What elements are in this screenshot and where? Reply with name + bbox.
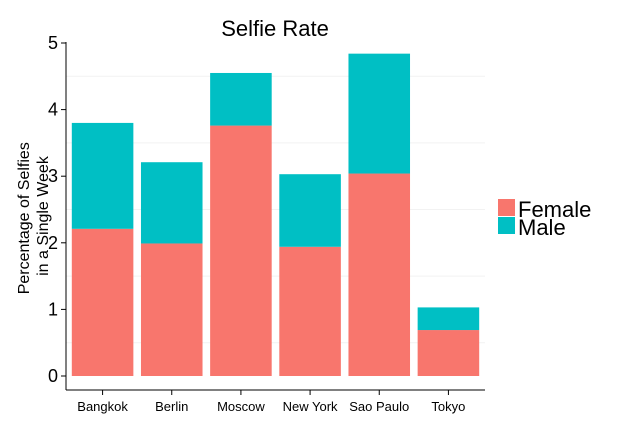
x-tick-label: Tokyo xyxy=(431,399,465,414)
bar-female-tokyo xyxy=(417,330,480,376)
x-axis-ticks: Bangkok Berlin Moscow New York Sao Paulo Toky… xyxy=(77,390,465,414)
legend-label-male: Male xyxy=(518,215,566,240)
bar-female-new-york xyxy=(279,246,341,376)
bar-male-berlin xyxy=(140,162,203,244)
axes xyxy=(65,42,485,391)
bar-female-berlin xyxy=(140,243,203,376)
legend-label-female: Female xyxy=(518,197,591,222)
x-tick-label: Bangkok xyxy=(77,399,128,414)
y-axis-label-line-2: in a Single Week xyxy=(35,155,52,276)
y-axis-label: Percentage of Selfies in a Single Week xyxy=(16,138,52,295)
x-tick-label: Sao Paulo xyxy=(349,399,409,414)
y-tick-label: 1 xyxy=(48,299,58,319)
x-tick-label: Berlin xyxy=(155,399,188,414)
bar-male-tokyo xyxy=(417,307,480,331)
y-tick-label: 2 xyxy=(48,233,58,253)
x-tick-label: New York xyxy=(283,399,338,414)
chart-title: Selfie Rate xyxy=(221,16,329,41)
y-tick-label: 0 xyxy=(48,366,58,386)
bar-male-new-york xyxy=(279,174,341,247)
bar-male-sao-paulo xyxy=(348,53,411,174)
y-tick-label: 3 xyxy=(48,166,58,186)
bar-layer xyxy=(71,53,480,376)
bar-female-moscow xyxy=(210,125,272,376)
bar-male-moscow xyxy=(210,72,272,126)
bar-male-bangkok xyxy=(71,122,134,229)
y-axis-ticks: 0 1 2 3 4 5 xyxy=(48,33,66,386)
bar-female-sao-paulo xyxy=(348,173,411,376)
legend-swatch-male xyxy=(498,217,515,234)
y-axis-label-line-1: Percentage of Selfies xyxy=(16,142,33,294)
y-tick-label: 4 xyxy=(48,100,58,120)
bar-female-bangkok xyxy=(71,228,134,376)
gridlines xyxy=(66,75,485,344)
y-tick-label: 5 xyxy=(48,33,58,53)
legend-swatch-female xyxy=(498,199,515,216)
x-tick-label: Moscow xyxy=(217,399,265,414)
